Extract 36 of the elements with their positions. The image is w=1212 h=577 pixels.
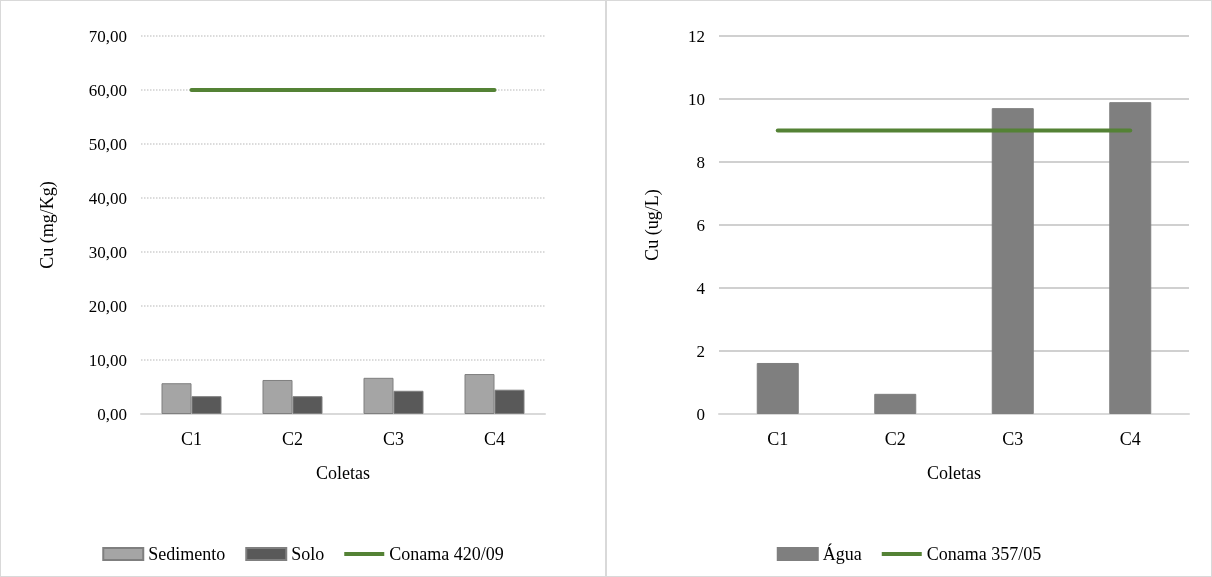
y-tick-label: 60,00	[88, 80, 127, 100]
y-tick-label: 8	[696, 152, 705, 172]
y-tick-label: 50,00	[88, 134, 127, 154]
legend-label: Solo	[291, 544, 325, 564]
x-axis-title: Coletas	[316, 463, 370, 483]
y-tick-label: 2	[696, 341, 705, 361]
y-tick-label: 70,00	[88, 26, 127, 46]
x-axis-title: Coletas	[927, 463, 981, 483]
legend-label: Conama 420/09	[389, 544, 504, 564]
y-tick-label: 30,00	[88, 242, 127, 262]
bar	[1109, 102, 1152, 414]
bar	[756, 362, 799, 414]
y-tick-label: 0,00	[97, 404, 127, 424]
bar	[991, 108, 1034, 414]
y-axis-title: Cu (mg/Kg)	[37, 181, 58, 269]
y-tick-label: 10,00	[88, 350, 127, 370]
y-tick-label: 4	[696, 278, 706, 298]
x-tick-label: C3	[1002, 429, 1024, 449]
y-tick-label: 0	[696, 404, 705, 424]
y-axis-title: Cu (ug/L)	[642, 189, 663, 261]
x-tick-label: C1	[767, 429, 789, 449]
x-tick-label: C2	[884, 429, 906, 449]
legend-label: Conama 357/05	[926, 544, 1042, 564]
y-tick-label: 20,00	[88, 296, 127, 316]
x-tick-label: C4	[1119, 429, 1141, 449]
y-tick-label: 40,00	[88, 188, 127, 208]
legend-label: Sedimento	[148, 544, 226, 564]
x-tick-label: C1	[180, 429, 203, 449]
y-tick-label: 10	[688, 89, 705, 109]
bar	[874, 393, 917, 414]
x-tick-label: C3	[382, 429, 405, 449]
y-tick-label: 6	[696, 215, 705, 235]
x-tick-label: C4	[483, 429, 506, 449]
legend-label: Água	[822, 543, 862, 564]
y-tick-label: 12	[688, 26, 705, 46]
x-tick-label: C2	[281, 429, 304, 449]
